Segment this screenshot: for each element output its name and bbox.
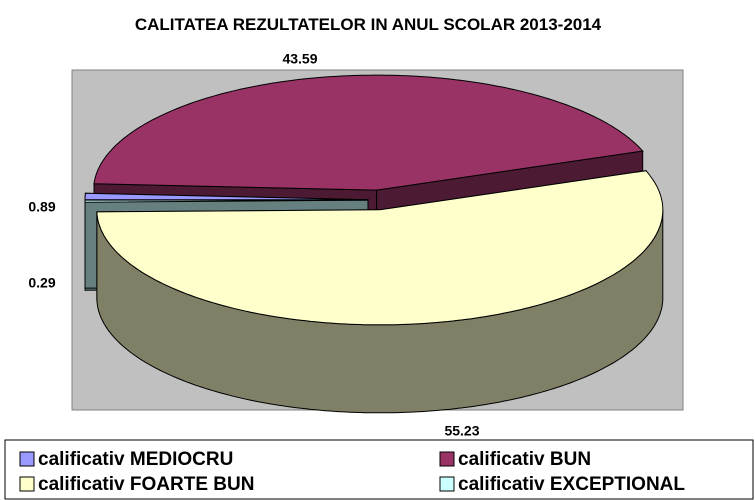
legend-swatch — [19, 451, 35, 467]
legend-label: calificativ FOARTE BUN — [38, 474, 254, 495]
data-label: 0.29 — [28, 275, 55, 291]
legend-label: calificativ EXCEPTIONAL — [458, 474, 685, 495]
legend-box — [4, 439, 754, 500]
legend-label: calificativ BUN — [458, 449, 591, 470]
legend-swatch — [439, 451, 455, 467]
slice — [93, 74, 644, 191]
legend-label: calificativ MEDIOCRU — [38, 449, 233, 470]
chart-title: CALITATEA REZULTATELOR IN ANUL SCOLAR 20… — [134, 15, 602, 34]
slice — [96, 170, 664, 326]
data-label: 0.89 — [28, 199, 55, 215]
legend-swatch — [19, 476, 35, 492]
legend-swatch — [439, 476, 455, 492]
data-label: 43.59 — [282, 51, 317, 67]
data-label: 55.23 — [444, 423, 479, 439]
slice — [84, 199, 369, 203]
